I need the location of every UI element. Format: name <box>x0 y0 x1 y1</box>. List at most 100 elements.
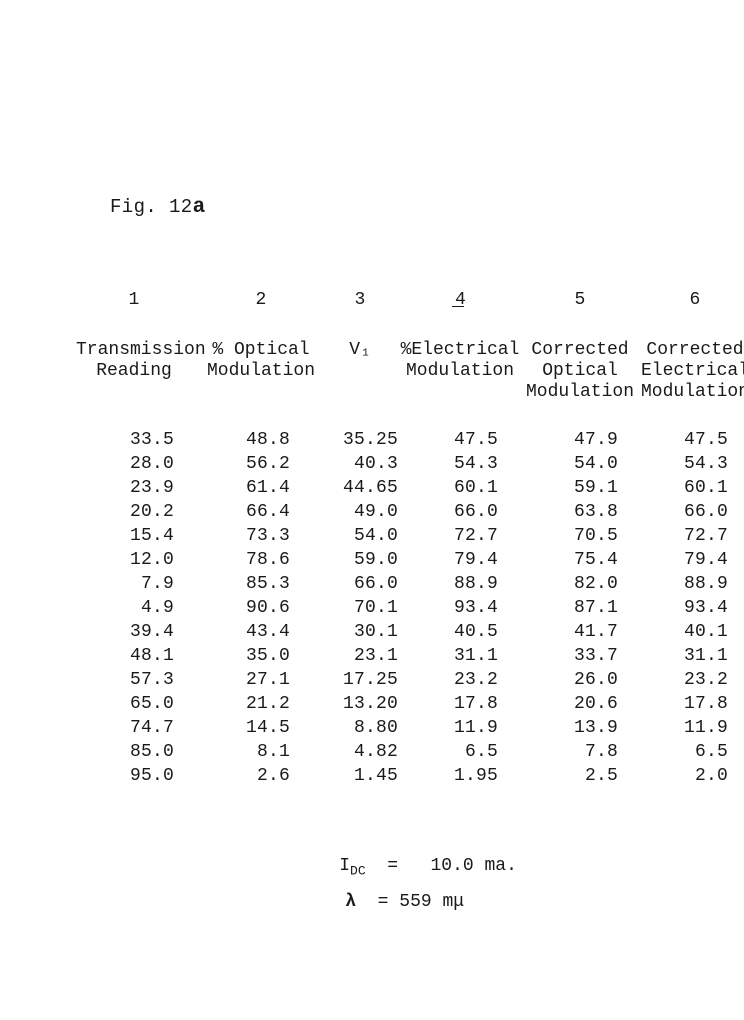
table-cell: 17.25 <box>320 668 398 692</box>
col-label-2: % Optical Modulation <box>205 340 317 382</box>
table-cell: 8.80 <box>320 716 398 740</box>
table-cell: 72.7 <box>650 524 728 548</box>
table-cell: 20.6 <box>540 692 618 716</box>
table-cell: 47.5 <box>650 428 728 452</box>
table-cell: 48.1 <box>90 644 174 668</box>
table-cell: 73.3 <box>220 524 290 548</box>
table-cell: 47.9 <box>540 428 618 452</box>
table-cell: 88.9 <box>650 572 728 596</box>
table-cell: 8.1 <box>220 740 290 764</box>
figure-label-suffix: a <box>193 196 206 219</box>
col-label-4: %Electrical Modulation <box>400 340 520 382</box>
table-cell: 54.0 <box>320 524 398 548</box>
table-cell: 15.4 <box>90 524 174 548</box>
table-cell: 40.5 <box>418 620 498 644</box>
table-cell: 31.1 <box>650 644 728 668</box>
table-cell: 28.0 <box>90 452 174 476</box>
table-cell: 1.45 <box>320 764 398 788</box>
col-num-3: 3 <box>322 290 398 310</box>
col-label-6: Corrected Electrical Modulation <box>640 340 744 403</box>
figure-label: Fig. 12a <box>110 196 206 219</box>
col-num-6: 6 <box>640 290 744 310</box>
table-cell: 2.5 <box>540 764 618 788</box>
table-cell: 33.7 <box>540 644 618 668</box>
table-cell: 93.4 <box>418 596 498 620</box>
table-cell: 56.2 <box>220 452 290 476</box>
lambda-symbol: λ <box>345 892 356 912</box>
col-label-5: Corrected Optical Modulation <box>524 340 636 403</box>
page: Fig. 12a 1 2 3 4 5 6 Transmission Readin… <box>0 0 744 1020</box>
table-cell: 49.0 <box>320 500 398 524</box>
col-label-1: Transmission Reading <box>76 340 192 382</box>
table-cell: 48.8 <box>220 428 290 452</box>
table-cell: 33.5 <box>90 428 174 452</box>
table-cell: 61.4 <box>220 476 290 500</box>
table-cell: 70.5 <box>540 524 618 548</box>
table-cell: 14.5 <box>220 716 290 740</box>
col-num-2: 2 <box>205 290 317 310</box>
figure-label-prefix: Fig. 12 <box>110 196 193 218</box>
table-cell: 21.2 <box>220 692 290 716</box>
lambda-value: 559 mμ <box>399 892 464 912</box>
table-cell: 95.0 <box>90 764 174 788</box>
table-cell: 11.9 <box>650 716 728 740</box>
table-cell: 66.0 <box>650 500 728 524</box>
table-cell: 47.5 <box>418 428 498 452</box>
table-cell: 13.20 <box>320 692 398 716</box>
table-cell: 93.4 <box>650 596 728 620</box>
table-cell: 35.0 <box>220 644 290 668</box>
table-cell: 66.0 <box>320 572 398 596</box>
table-cell: 17.8 <box>418 692 498 716</box>
table-cell: 60.1 <box>650 476 728 500</box>
table-cell: 31.1 <box>418 644 498 668</box>
table-cell: 66.0 <box>418 500 498 524</box>
table-cell: 59.1 <box>540 476 618 500</box>
col-num-1: 1 <box>76 290 192 310</box>
table-cell: 60.1 <box>418 476 498 500</box>
table-cell: 59.0 <box>320 548 398 572</box>
table-cell: 17.8 <box>650 692 728 716</box>
table-cell: 43.4 <box>220 620 290 644</box>
table-cell: 12.0 <box>90 548 174 572</box>
col-num-4-wrap: 4 <box>452 290 475 310</box>
table-cell: 2.0 <box>650 764 728 788</box>
table-cell: 23.9 <box>90 476 174 500</box>
table-cell: 23.2 <box>650 668 728 692</box>
table-cell: 41.7 <box>540 620 618 644</box>
table-cell: 66.4 <box>220 500 290 524</box>
table-cell: 72.7 <box>418 524 498 548</box>
table-cell: 78.6 <box>220 548 290 572</box>
table-cell: 6.5 <box>418 740 498 764</box>
table-cell: 75.4 <box>540 548 618 572</box>
footer-lambda: λ = 559 mμ <box>302 872 464 932</box>
table-cell: 13.9 <box>540 716 618 740</box>
table-cell: 79.4 <box>650 548 728 572</box>
table-cell: 39.4 <box>90 620 174 644</box>
table-cell: 65.0 <box>90 692 174 716</box>
table-cell: 54.0 <box>540 452 618 476</box>
table-cell: 85.0 <box>90 740 174 764</box>
table-cell: 79.4 <box>418 548 498 572</box>
table-cell: 6.5 <box>650 740 728 764</box>
table-cell: 70.1 <box>320 596 398 620</box>
table-cell: 27.1 <box>220 668 290 692</box>
table-cell: 11.9 <box>418 716 498 740</box>
table-cell: 20.2 <box>90 500 174 524</box>
lambda-eq: = <box>378 892 389 912</box>
table-cell: 4.9 <box>90 596 174 620</box>
table-cell: 2.6 <box>220 764 290 788</box>
table-cell: 7.8 <box>540 740 618 764</box>
table-cell: 4.82 <box>320 740 398 764</box>
table-cell: 40.3 <box>320 452 398 476</box>
table-cell: 88.9 <box>418 572 498 596</box>
table-cell: 23.2 <box>418 668 498 692</box>
table-cell: 23.1 <box>320 644 398 668</box>
col-num-5: 5 <box>524 290 636 310</box>
table-cell: 44.65 <box>320 476 398 500</box>
table-cell: 74.7 <box>90 716 174 740</box>
table-cell: 54.3 <box>650 452 728 476</box>
table-cell: 63.8 <box>540 500 618 524</box>
table-cell: 54.3 <box>418 452 498 476</box>
table-cell: 40.1 <box>650 620 728 644</box>
table-cell: 87.1 <box>540 596 618 620</box>
